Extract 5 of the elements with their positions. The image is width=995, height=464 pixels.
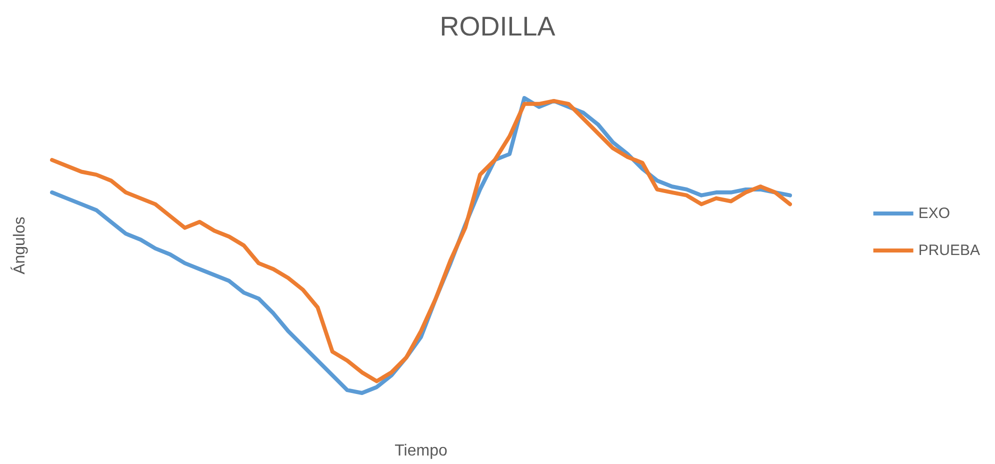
legend-label: PRUEBA	[918, 242, 980, 259]
chart-title: RODILLA	[440, 12, 556, 42]
legend-label: EXO	[918, 205, 950, 222]
x-axis-title: Tiempo	[394, 442, 448, 460]
y-axis-title: Ángulos	[10, 216, 28, 274]
